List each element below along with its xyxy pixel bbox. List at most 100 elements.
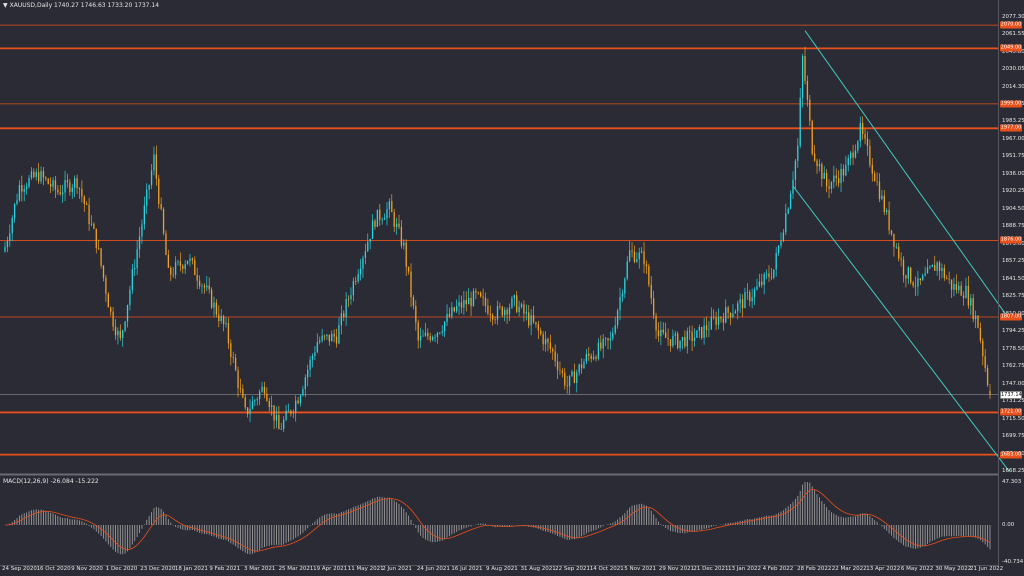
candle (780, 232, 782, 249)
candle-body (809, 99, 811, 121)
candle (943, 264, 946, 281)
candle (309, 355, 311, 378)
candle (604, 337, 607, 346)
candle (465, 291, 467, 312)
macd-tick-label: 47.303 (1002, 479, 1022, 485)
channel-line-lower[interactable] (792, 185, 1010, 472)
candle (513, 294, 515, 307)
candle-body (496, 306, 499, 320)
candle-body (49, 184, 52, 187)
candle (516, 291, 518, 314)
candle-body (218, 314, 220, 322)
candle-body (112, 311, 114, 327)
candle-body (234, 357, 237, 371)
candle-body (511, 298, 513, 308)
triangle-down-icon[interactable]: ▼ (3, 2, 8, 9)
price-tick-label: 1857.25 (1002, 258, 1024, 265)
candle (249, 399, 251, 423)
candle-body (912, 282, 914, 286)
candle (381, 217, 383, 225)
candle-body (794, 160, 797, 180)
candle-body (645, 264, 648, 267)
candle (40, 166, 42, 184)
candle (443, 321, 446, 338)
candle (134, 259, 136, 276)
date-tick-label: 23 Dec 2020 (140, 566, 176, 572)
candle-body (182, 265, 184, 269)
candle (934, 255, 936, 271)
candle (907, 265, 909, 285)
candle-body (953, 283, 955, 290)
candle (953, 277, 955, 297)
candle (977, 315, 979, 329)
candle (693, 328, 696, 347)
candle (362, 255, 364, 279)
price-tick-label: 2061.55 (1002, 31, 1024, 38)
candle-body (938, 262, 941, 272)
horizontal-levels[interactable] (0, 24, 998, 456)
candle (9, 224, 11, 247)
candle (66, 173, 69, 188)
candle (455, 299, 458, 314)
candle (910, 266, 912, 285)
candle (773, 269, 775, 280)
candle-body (165, 233, 167, 255)
candle-body (487, 305, 489, 314)
candle (797, 138, 799, 168)
candle (398, 214, 400, 230)
date-tick-label: 6 May 2022 (900, 566, 934, 572)
level-price-tag: 2049.00 (1000, 44, 1022, 52)
candle (49, 177, 52, 194)
descending-channel[interactable] (792, 30, 1010, 472)
candle-body (624, 278, 626, 294)
candle (69, 178, 71, 196)
candle-body (18, 185, 21, 201)
date-tick-label: 21 Jun 2022 (970, 566, 1004, 572)
candle-body (919, 278, 921, 281)
candle-body (23, 189, 25, 192)
candle-body (237, 370, 239, 388)
candle-body (669, 339, 672, 346)
channel-line-upper[interactable] (804, 30, 1010, 320)
candle-body (758, 281, 761, 287)
candle (650, 275, 652, 305)
candle (974, 310, 977, 328)
candle (511, 295, 513, 310)
candle (316, 333, 318, 354)
candle-body (307, 369, 309, 378)
candle-body (677, 333, 679, 349)
candle (674, 331, 676, 345)
candle (912, 280, 914, 288)
date-tick-label: 21 Dec 2021 (693, 566, 729, 572)
candle (189, 254, 191, 267)
candle (359, 258, 362, 281)
candle (448, 307, 451, 318)
candle-body (59, 192, 61, 195)
candle (794, 158, 797, 190)
candle-body (460, 302, 463, 308)
candle (787, 207, 789, 215)
candle-body (984, 356, 986, 369)
candle (323, 334, 326, 341)
candle-body (86, 203, 88, 205)
candle-body (290, 410, 292, 414)
candle (888, 201, 890, 235)
candle (110, 306, 112, 316)
candle-body (616, 310, 619, 326)
candle (775, 247, 777, 277)
candle-body (198, 280, 201, 287)
candle-body (970, 298, 972, 306)
level-price-tag: 1807.00 (1000, 313, 1022, 321)
candle-body (662, 329, 664, 333)
candle (165, 230, 167, 256)
candle (840, 163, 842, 193)
candle-body (179, 261, 182, 266)
candle-body (191, 258, 194, 261)
candle (268, 397, 270, 412)
candle-body (415, 305, 417, 323)
candle-body (362, 257, 364, 269)
candle-body (343, 313, 345, 318)
candle (669, 339, 672, 352)
candle (37, 162, 40, 184)
